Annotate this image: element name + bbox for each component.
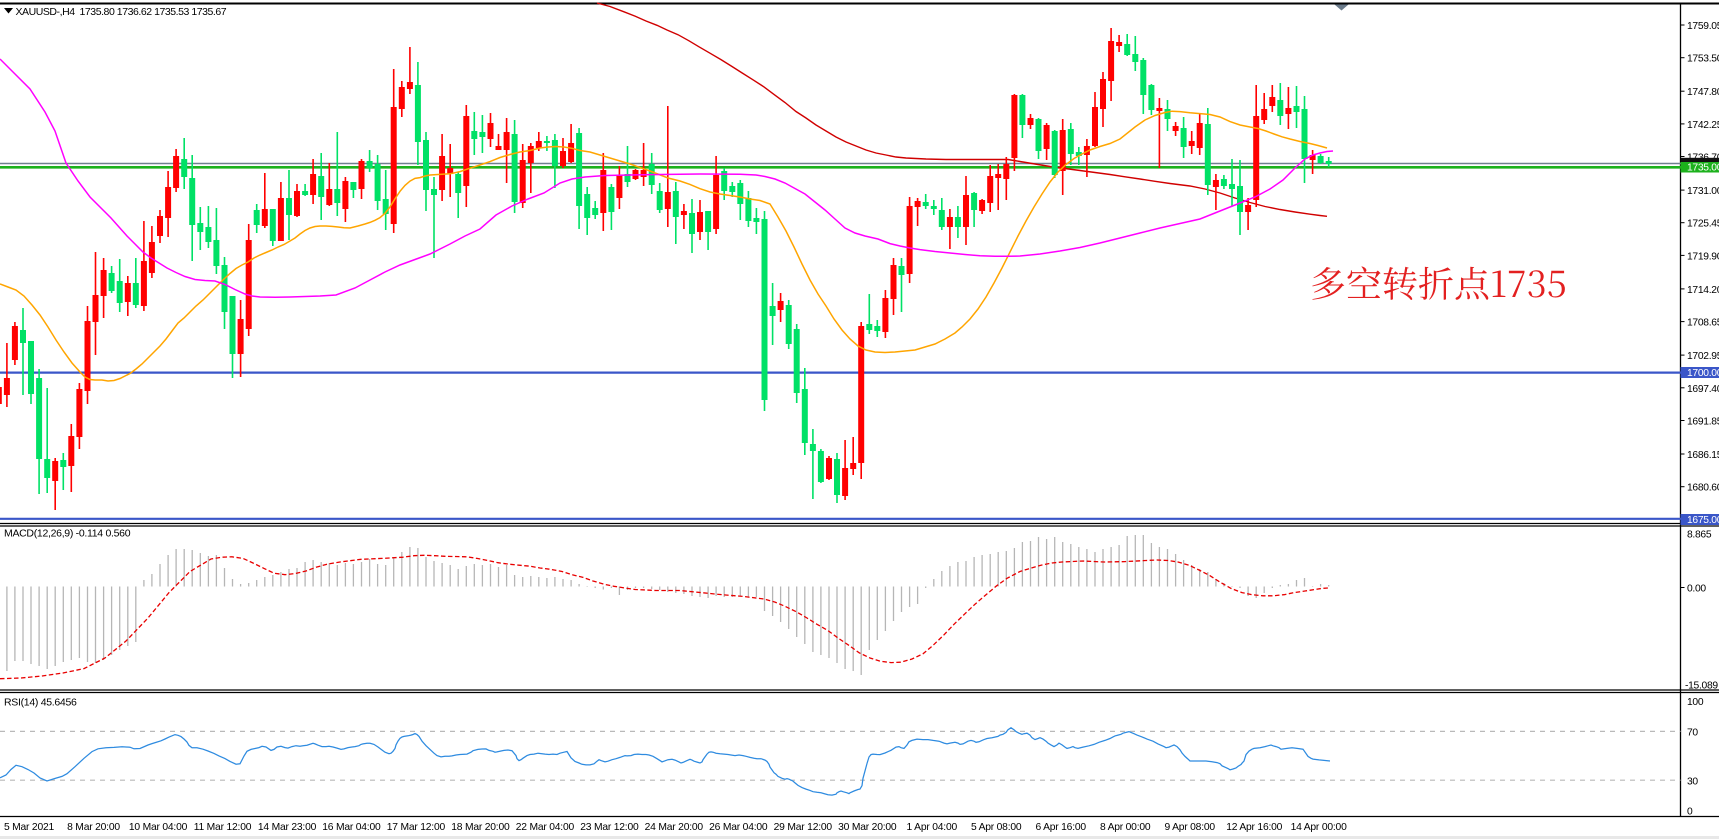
svg-text:24 Mar 20:00: 24 Mar 20:00 bbox=[645, 822, 704, 833]
svg-text:16 Mar 04:00: 16 Mar 04:00 bbox=[322, 822, 381, 833]
svg-text:29 Mar 12:00: 29 Mar 12:00 bbox=[774, 822, 833, 833]
svg-text:17 Mar 12:00: 17 Mar 12:00 bbox=[387, 822, 446, 833]
svg-text:26 Mar 04:00: 26 Mar 04:00 bbox=[709, 822, 768, 833]
svg-text:14 Mar 23:00: 14 Mar 23:00 bbox=[258, 822, 317, 833]
svg-text:1691.85: 1691.85 bbox=[1687, 417, 1719, 428]
svg-text:RSI(14) 45.6456: RSI(14) 45.6456 bbox=[4, 697, 77, 709]
svg-text:1719.90: 1719.90 bbox=[1687, 251, 1719, 262]
svg-text:22 Mar 04:00: 22 Mar 04:00 bbox=[516, 822, 575, 833]
svg-text:100: 100 bbox=[1687, 697, 1704, 708]
svg-text:14 Apr 00:00: 14 Apr 00:00 bbox=[1291, 822, 1347, 833]
svg-text:XAUUSD-,H4 1735.80 1736.62 17: XAUUSD-,H4 1735.80 1736.62 1735.53 1735.… bbox=[16, 6, 227, 18]
svg-text:30 Mar 20:00: 30 Mar 20:00 bbox=[838, 822, 897, 833]
svg-text:70: 70 bbox=[1687, 727, 1698, 738]
svg-text:8 Mar 20:00: 8 Mar 20:00 bbox=[67, 822, 120, 833]
svg-text:1697.40: 1697.40 bbox=[1687, 384, 1719, 395]
svg-text:1747.80: 1747.80 bbox=[1687, 87, 1719, 98]
svg-text:0.00: 0.00 bbox=[1687, 583, 1706, 594]
svg-text:1731.00: 1731.00 bbox=[1687, 186, 1719, 197]
svg-text:18 Mar 20:00: 18 Mar 20:00 bbox=[451, 822, 510, 833]
svg-text:0: 0 bbox=[1687, 806, 1693, 817]
svg-text:8.865: 8.865 bbox=[1687, 529, 1712, 540]
svg-text:1725.45: 1725.45 bbox=[1687, 219, 1719, 230]
svg-text:1700.00: 1700.00 bbox=[1687, 368, 1719, 379]
svg-text:MACD(12,26,9) -0.114 0.560: MACD(12,26,9) -0.114 0.560 bbox=[4, 528, 131, 540]
svg-text:1675.00: 1675.00 bbox=[1687, 515, 1719, 526]
svg-text:1742.25: 1742.25 bbox=[1687, 120, 1719, 131]
svg-text:-15.089: -15.089 bbox=[1685, 680, 1718, 691]
svg-text:12 Apr 16:00: 12 Apr 16:00 bbox=[1226, 822, 1282, 833]
svg-text:1753.50: 1753.50 bbox=[1687, 54, 1719, 65]
svg-text:8 Apr 00:00: 8 Apr 00:00 bbox=[1100, 822, 1151, 833]
svg-text:1714.20: 1714.20 bbox=[1687, 285, 1719, 296]
svg-text:30: 30 bbox=[1687, 776, 1698, 787]
svg-text:9 Apr 08:00: 9 Apr 08:00 bbox=[1164, 822, 1215, 833]
svg-text:10 Mar 04:00: 10 Mar 04:00 bbox=[129, 822, 188, 833]
svg-text:1686.15: 1686.15 bbox=[1687, 450, 1719, 461]
svg-text:23 Mar 12:00: 23 Mar 12:00 bbox=[580, 822, 639, 833]
svg-text:1759.05: 1759.05 bbox=[1687, 21, 1719, 32]
svg-text:1708.65: 1708.65 bbox=[1687, 318, 1719, 329]
svg-text:1680.60: 1680.60 bbox=[1687, 483, 1719, 494]
svg-text:1 Apr 04:00: 1 Apr 04:00 bbox=[907, 822, 958, 833]
svg-text:1702.95: 1702.95 bbox=[1687, 351, 1719, 362]
svg-text:5 Apr 08:00: 5 Apr 08:00 bbox=[971, 822, 1022, 833]
svg-text:11 Mar 12:00: 11 Mar 12:00 bbox=[194, 822, 252, 833]
svg-text:6 Apr 16:00: 6 Apr 16:00 bbox=[1035, 822, 1086, 833]
svg-text:1735.00: 1735.00 bbox=[1687, 163, 1719, 174]
svg-text:5 Mar 2021: 5 Mar 2021 bbox=[4, 822, 55, 833]
